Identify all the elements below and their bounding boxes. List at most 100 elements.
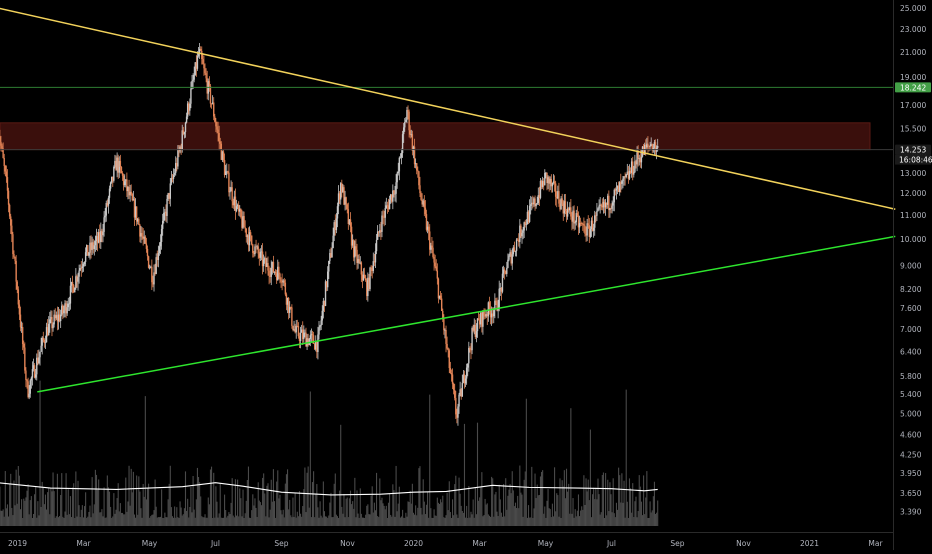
candle-body xyxy=(412,146,415,151)
candle-body xyxy=(6,177,9,191)
candle-body xyxy=(608,195,610,211)
candle-body xyxy=(206,78,208,94)
candle-body xyxy=(159,241,162,247)
candle-body xyxy=(404,122,406,128)
candle-body xyxy=(361,274,364,281)
candle-body xyxy=(292,325,294,331)
candle-body xyxy=(290,307,292,308)
candle-body xyxy=(295,325,297,333)
candle-body xyxy=(261,251,264,267)
candle-body xyxy=(151,266,153,283)
candle-body xyxy=(93,245,96,250)
candle-body xyxy=(12,234,14,255)
candle-body xyxy=(499,288,501,289)
candle-body xyxy=(184,122,187,133)
candle-body xyxy=(289,307,291,313)
candle-body xyxy=(624,176,626,178)
candle-body xyxy=(48,323,50,336)
x-tick-label: Sep xyxy=(670,539,684,548)
candle-body xyxy=(100,230,102,242)
candle-body xyxy=(337,193,340,207)
candle-body xyxy=(142,236,144,239)
candle-body xyxy=(311,334,314,336)
candle-body xyxy=(634,161,636,173)
candle-body xyxy=(183,132,186,135)
candle-body xyxy=(448,350,450,369)
candle-body xyxy=(259,251,262,258)
candle-body xyxy=(87,245,89,256)
candle-body xyxy=(420,193,422,200)
candle-body xyxy=(293,329,295,331)
candle-body xyxy=(500,288,503,292)
candle-body xyxy=(423,200,426,208)
candle-body xyxy=(519,225,521,242)
candle-body xyxy=(150,266,152,268)
candle-body xyxy=(418,171,420,186)
x-tick-label: Nov xyxy=(736,539,751,548)
candle-body xyxy=(392,190,394,202)
candle-body xyxy=(354,246,356,258)
candle-body xyxy=(153,272,155,285)
candle-body xyxy=(0,136,1,142)
candle-body xyxy=(379,230,381,233)
candle-body xyxy=(194,62,196,75)
candle-body xyxy=(401,134,404,154)
candle-body xyxy=(4,166,6,172)
candle-body xyxy=(600,204,602,206)
candle-body xyxy=(107,197,110,206)
y-tick-label: 4.600 xyxy=(900,431,922,440)
candle-body xyxy=(341,183,343,193)
candle-body xyxy=(244,227,246,229)
candle-body xyxy=(515,239,518,251)
candle-body xyxy=(71,282,74,286)
candle-body xyxy=(406,110,408,120)
candle-body xyxy=(160,228,163,242)
candle-body xyxy=(463,374,466,384)
candle-body xyxy=(582,223,584,225)
candle-body xyxy=(95,236,98,242)
candle-body xyxy=(587,223,589,226)
y-tick-label: 6.400 xyxy=(900,347,922,356)
candle-body xyxy=(461,382,464,397)
candle-body xyxy=(176,163,178,167)
candle-body xyxy=(132,199,135,201)
candle-body xyxy=(434,262,436,267)
candle-body xyxy=(199,48,202,51)
candle-body xyxy=(410,134,412,136)
candle-body xyxy=(599,204,601,206)
candle-body xyxy=(475,331,478,337)
candle-body xyxy=(323,300,326,307)
candle-body xyxy=(391,194,393,202)
candle-body xyxy=(556,196,558,199)
candle-body xyxy=(497,308,499,311)
candle-body xyxy=(451,374,454,384)
candle-body xyxy=(53,314,55,325)
y-tick-label: 21.000 xyxy=(900,48,926,57)
candle-body xyxy=(66,307,68,314)
candle-body xyxy=(82,264,85,267)
candlesticks xyxy=(0,42,659,426)
candle-body xyxy=(291,307,293,326)
candle-body xyxy=(233,196,236,206)
candle-body xyxy=(237,204,240,212)
candle-body xyxy=(523,222,525,231)
candle-body xyxy=(33,365,36,378)
candle-body xyxy=(127,187,129,192)
candle-body xyxy=(162,220,164,229)
candle-body xyxy=(193,74,195,80)
candle-body xyxy=(117,157,119,173)
candle-body xyxy=(524,222,526,225)
y-tick-label: 23.000 xyxy=(900,25,926,34)
candle-body xyxy=(196,55,199,69)
candle-body xyxy=(124,181,126,186)
candle-body xyxy=(432,247,434,257)
candle-body xyxy=(78,270,80,277)
candle-body xyxy=(15,260,17,282)
candle-body xyxy=(396,173,398,183)
candle-body xyxy=(331,248,333,258)
candle-body xyxy=(651,144,653,151)
candle-body xyxy=(2,148,4,158)
x-tick-label: 2021 xyxy=(800,539,819,548)
candle-body xyxy=(146,248,149,257)
